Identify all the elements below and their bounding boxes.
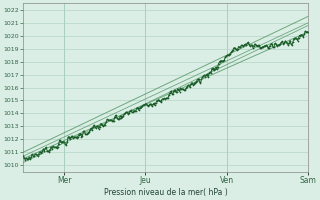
X-axis label: Pression niveau de la mer( hPa ): Pression niveau de la mer( hPa ) [104,188,228,197]
